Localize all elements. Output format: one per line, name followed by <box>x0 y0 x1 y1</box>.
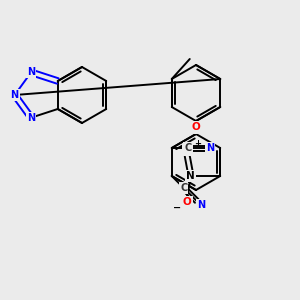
Text: O: O <box>183 197 192 207</box>
Text: N: N <box>186 171 195 181</box>
Text: N: N <box>197 200 205 210</box>
Text: C: C <box>184 143 191 153</box>
Text: N: N <box>27 113 35 123</box>
Text: +: + <box>194 140 201 148</box>
Text: O: O <box>183 145 192 155</box>
Text: −: − <box>173 203 181 213</box>
Text: N: N <box>206 143 214 153</box>
Text: C: C <box>180 183 188 193</box>
Text: N: N <box>11 90 19 100</box>
Text: O: O <box>192 122 200 133</box>
Text: N: N <box>27 67 35 77</box>
